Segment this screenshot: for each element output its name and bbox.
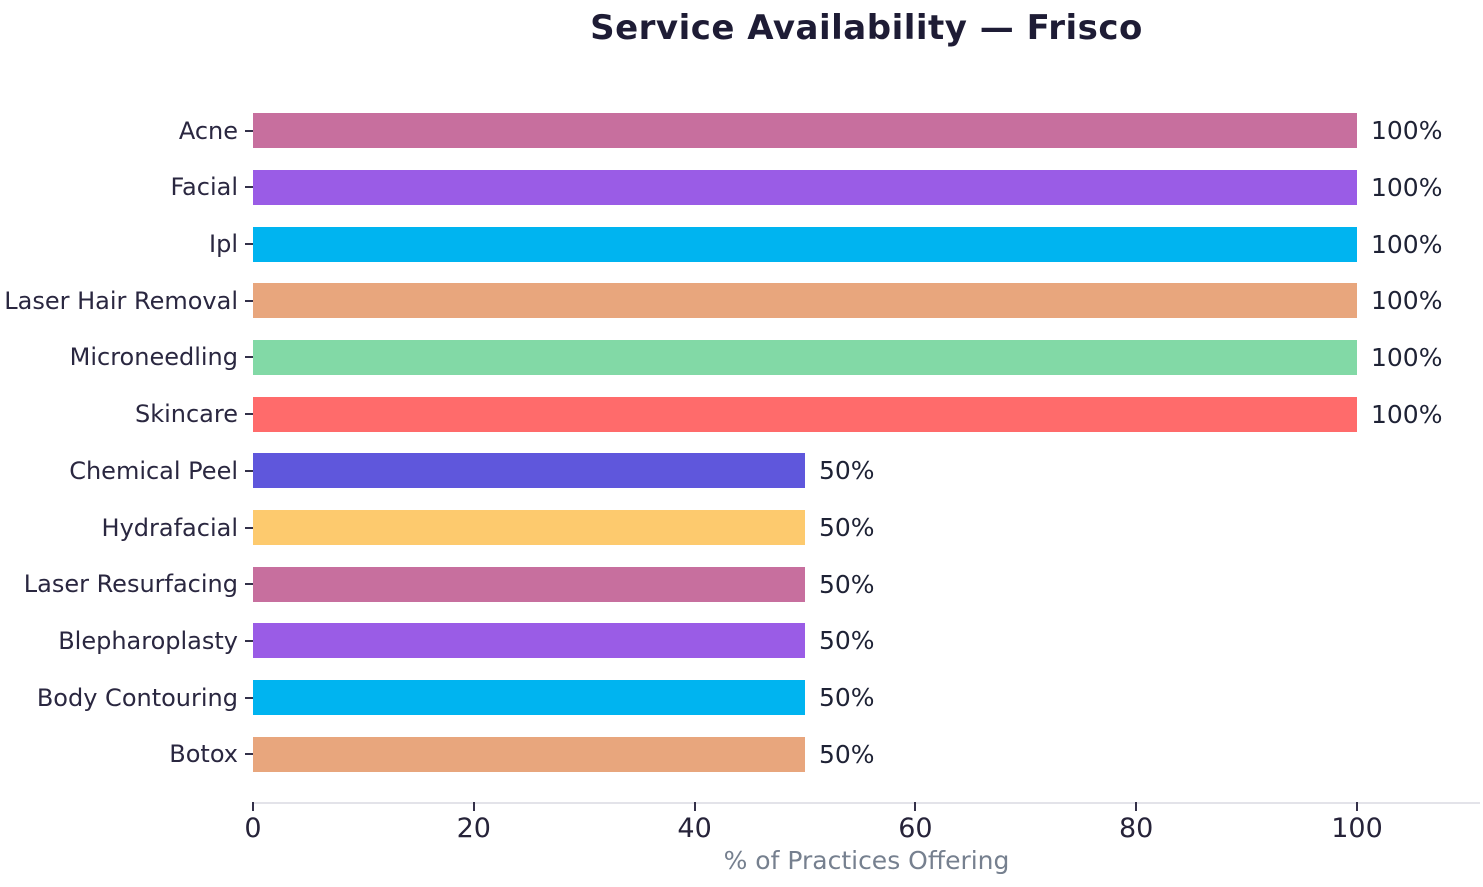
x-tick-mark — [252, 802, 254, 811]
value-label: 100% — [1371, 399, 1443, 429]
value-label: 100% — [1371, 229, 1443, 259]
y-tick-mark — [245, 696, 253, 699]
x-tick-label: 40 — [677, 813, 712, 844]
bar — [253, 113, 1357, 149]
bar-row: Botox 50% — [0, 726, 1483, 783]
value-label: 50% — [819, 683, 875, 713]
x-tick-label: 0 — [244, 813, 262, 844]
x-axis-line — [253, 802, 1480, 804]
category-label: Body Contouring — [36, 683, 238, 712]
x-tick-mark — [472, 802, 475, 811]
value-label: 50% — [819, 739, 875, 769]
bar — [253, 680, 805, 716]
x-tick-mark — [914, 802, 917, 811]
category-label: Blepharoplasty — [58, 626, 238, 655]
y-tick-mark — [245, 639, 253, 642]
x-tick-label: 80 — [1119, 813, 1154, 844]
category-label: Hydrafacial — [101, 513, 238, 542]
chart-title: Service Availability — Frisco — [590, 8, 1143, 48]
value-label: 100% — [1371, 116, 1443, 146]
x-axis-label: % of Practices Offering — [723, 846, 1010, 875]
y-tick-mark — [245, 129, 253, 132]
value-label: 100% — [1371, 342, 1443, 372]
bar-row: Skincare 100% — [0, 386, 1483, 443]
bar — [253, 169, 1357, 205]
bar — [253, 283, 1357, 319]
category-label: Microneedling — [69, 343, 238, 372]
bar — [253, 226, 1357, 262]
category-label: Chemical Peel — [69, 456, 238, 485]
value-label: 100% — [1371, 286, 1443, 316]
bar — [253, 396, 1357, 432]
bar — [253, 566, 805, 602]
bar — [253, 339, 1357, 375]
y-tick-mark — [245, 299, 253, 302]
category-label: Laser Hair Removal — [4, 286, 238, 315]
category-label: Botox — [169, 740, 238, 769]
category-label: Ipl — [209, 230, 238, 259]
value-label: 50% — [819, 513, 875, 543]
category-label: Skincare — [134, 400, 238, 429]
value-label: 50% — [819, 456, 875, 486]
bar-row: Body Contouring 50% — [0, 669, 1483, 726]
bar-row: Acne 100% — [0, 102, 1483, 159]
y-tick-mark — [245, 186, 253, 189]
bar-row: Ipl 100% — [0, 216, 1483, 273]
y-tick-mark — [245, 583, 253, 586]
y-tick-mark — [245, 469, 253, 472]
bar-row: Blepharoplasty 50% — [0, 613, 1483, 670]
bar — [253, 510, 805, 546]
x-tick-mark — [1135, 802, 1138, 811]
bar — [253, 736, 805, 772]
bar — [253, 623, 805, 659]
value-label: 50% — [819, 569, 875, 599]
x-tick-label: 60 — [898, 813, 933, 844]
bar-row: Laser Hair Removal 100% — [0, 272, 1483, 329]
bar-row: Chemical Peel 50% — [0, 443, 1483, 500]
bar-row: Microneedling 100% — [0, 329, 1483, 386]
x-tick-label: 20 — [456, 813, 491, 844]
value-label: 100% — [1371, 172, 1443, 202]
category-label: Acne — [178, 116, 238, 145]
bar-row: Hydrafacial 50% — [0, 499, 1483, 556]
value-label: 50% — [819, 626, 875, 656]
y-tick-mark — [245, 526, 253, 529]
bar — [253, 453, 805, 489]
y-tick-mark — [245, 356, 253, 359]
y-tick-mark — [245, 243, 253, 246]
x-tick-label: 100 — [1331, 813, 1383, 844]
y-tick-mark — [245, 753, 253, 756]
category-label: Facial — [170, 173, 238, 202]
bar-row: Laser Resurfacing 50% — [0, 556, 1483, 613]
category-label: Laser Resurfacing — [23, 570, 238, 599]
y-tick-mark — [245, 413, 253, 416]
bar-row: Facial 100% — [0, 159, 1483, 216]
x-tick-mark — [693, 802, 696, 811]
x-tick-mark — [1356, 802, 1358, 811]
